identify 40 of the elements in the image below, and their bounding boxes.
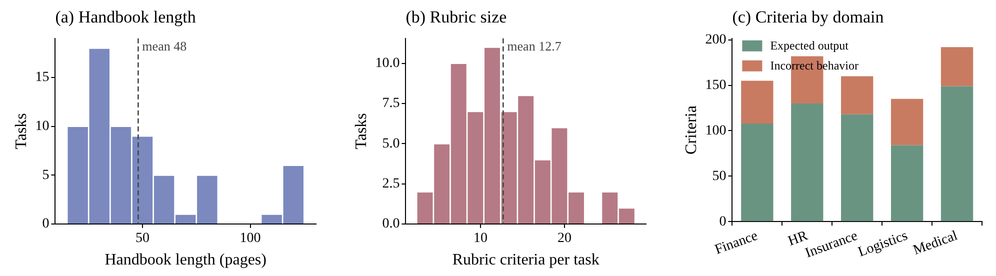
x-tick-label: 20 <box>558 231 572 246</box>
y-tick-label: 5 <box>42 168 50 183</box>
bar <box>741 123 774 222</box>
x-tick-label: 10 <box>473 231 488 246</box>
y-axis-title: Tasks <box>12 113 30 150</box>
x-axis-title: Handbook length (pages) <box>104 252 266 269</box>
chart-title: (c) Criteria by domain <box>732 8 884 27</box>
y-tick-label: 0 <box>42 216 50 232</box>
x-tick-label: Finance <box>713 228 760 258</box>
y-tick-label: 5.0 <box>382 136 400 152</box>
y-axis-title: Criteria <box>682 106 700 154</box>
bar <box>791 103 824 222</box>
y-tick-label: 0 <box>719 214 726 230</box>
ref-line-label: mean 48 <box>142 38 187 54</box>
y-tick-label: 50 <box>712 168 726 184</box>
y-tick-label: 200 <box>705 32 726 48</box>
bar <box>940 86 974 222</box>
y-tick-label: 15 <box>35 70 50 86</box>
legend-label: Expected output <box>770 38 850 53</box>
bar <box>890 98 924 146</box>
x-tick-label: 100 <box>240 231 261 246</box>
y-tick-label: 7.5 <box>382 96 400 112</box>
y-tick-label: 0.0 <box>382 216 400 232</box>
bar <box>741 80 774 124</box>
bar <box>890 145 924 222</box>
y-tick-label: 10.0 <box>375 56 400 71</box>
x-axis-title: Rubric criteria per task <box>452 252 600 269</box>
chart-title: (b) Rubric size <box>406 8 507 27</box>
y-tick-label: 100 <box>705 123 726 138</box>
bar <box>841 114 874 222</box>
y-tick-label: 10 <box>35 118 50 134</box>
chart-title: (a) Handbook length <box>55 8 196 27</box>
bar <box>940 47 974 86</box>
y-tick-label: 2.5 <box>382 176 400 192</box>
y-axis-title: Tasks <box>352 113 370 150</box>
x-tick-label: Logistics <box>856 228 910 260</box>
ref-line-label: mean 12.7 <box>507 38 562 54</box>
x-tick-label: 50 <box>135 231 150 246</box>
y-tick-label: 150 <box>705 78 726 93</box>
bar <box>841 76 874 114</box>
